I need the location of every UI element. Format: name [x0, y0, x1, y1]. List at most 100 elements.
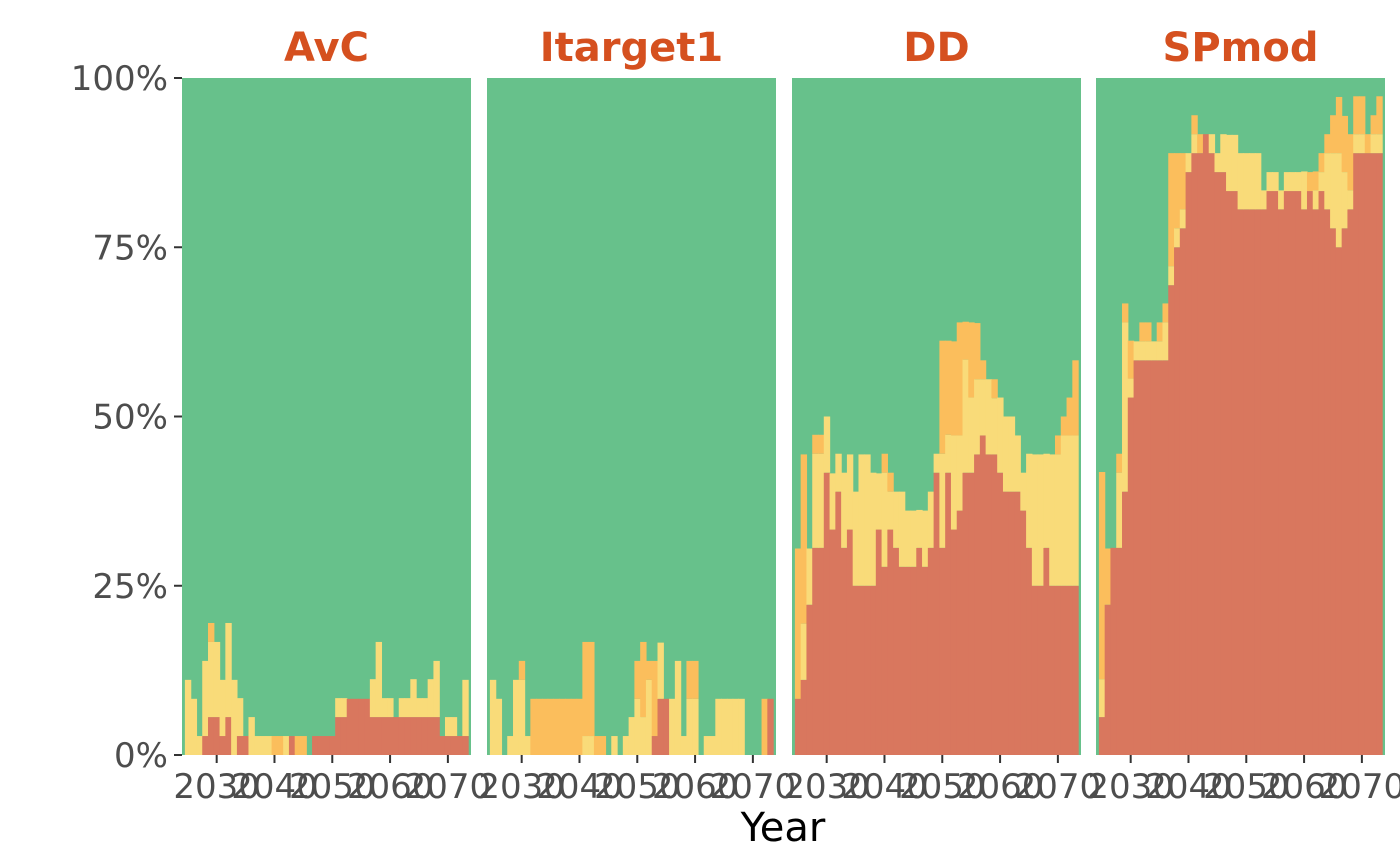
bar-red	[1243, 209, 1250, 755]
bar-yellow	[956, 435, 964, 511]
bar-red	[1289, 191, 1297, 755]
bar-red	[398, 717, 406, 755]
bar-red	[812, 547, 819, 755]
bar-red	[806, 604, 813, 755]
bar-yellow	[674, 660, 682, 755]
bar-yellow	[1139, 341, 1146, 361]
bar-red	[1249, 209, 1256, 755]
bar-yellow	[800, 623, 808, 680]
bar-yellow	[495, 698, 503, 755]
bar-red	[213, 717, 221, 755]
bar-red	[375, 717, 383, 755]
y-tick-label: 75%	[92, 228, 168, 268]
bar-orange	[991, 379, 998, 399]
bar-orange	[692, 660, 699, 699]
bar-yellow	[1098, 679, 1106, 718]
bar-orange	[974, 323, 981, 380]
bar-orange	[536, 698, 543, 755]
x-tick-label: 2070	[710, 767, 797, 807]
bar-red	[433, 717, 440, 755]
bar-red	[767, 698, 774, 755]
bar-yellow	[1014, 435, 1021, 492]
bar-yellow	[190, 698, 198, 755]
bar-yellow	[1122, 322, 1129, 492]
bar-yellow	[732, 698, 740, 755]
bar-yellow	[208, 641, 215, 718]
bar-yellow	[870, 472, 877, 586]
bar-yellow	[588, 736, 595, 755]
bar-orange	[588, 641, 595, 737]
bar-yellow	[852, 491, 860, 586]
bar-yellow	[1312, 190, 1320, 210]
bar-red	[1162, 360, 1169, 755]
bar-orange	[599, 736, 607, 755]
x-tick-label: 2070	[405, 767, 492, 807]
bar-yellow	[265, 736, 273, 755]
bar-yellow	[1260, 190, 1268, 210]
bar-red	[1324, 209, 1331, 755]
bar-red	[829, 529, 836, 755]
bar-orange	[1364, 134, 1372, 154]
bar-yellow	[985, 379, 993, 455]
bar-yellow	[1278, 190, 1285, 210]
bar-yellow	[997, 397, 1004, 473]
bar-yellow	[1066, 435, 1073, 586]
bar-orange	[559, 698, 566, 755]
bar-yellow	[1060, 435, 1068, 586]
bar-red	[1133, 360, 1140, 755]
bar-yellow	[1020, 472, 1027, 511]
bar-yellow	[404, 698, 411, 718]
bar-red	[1139, 360, 1146, 755]
bar-yellow	[184, 679, 192, 755]
bar-yellow	[416, 698, 423, 718]
x-tick-label: 2040	[231, 767, 318, 807]
bar-orange	[1145, 322, 1152, 342]
bar-orange	[1162, 303, 1169, 323]
bar-red	[1145, 360, 1152, 755]
bar-red	[1231, 191, 1239, 755]
bar-orange	[1330, 115, 1337, 154]
bar-red	[956, 510, 964, 755]
bar-red	[1370, 153, 1377, 756]
bar-yellow	[680, 736, 688, 755]
bar-yellow	[812, 453, 819, 548]
bar-red	[1037, 585, 1045, 755]
bar-yellow	[1133, 341, 1140, 361]
bar-orange	[1156, 322, 1164, 342]
bar-red	[1066, 585, 1073, 755]
bar-orange	[1174, 153, 1181, 229]
bar-red	[846, 529, 854, 755]
bar-yellow	[721, 698, 728, 755]
bar-yellow	[518, 679, 526, 755]
bar-orange	[1127, 340, 1135, 379]
bar-red	[1168, 285, 1175, 755]
bar-red	[1330, 228, 1337, 755]
bar-red	[945, 472, 952, 755]
bar-orange	[277, 736, 284, 755]
bar-orange	[818, 434, 825, 454]
bar-orange	[645, 660, 653, 680]
bar-orange	[541, 698, 549, 755]
bar-red	[1283, 191, 1291, 755]
bar-yellow	[1191, 134, 1198, 154]
bar-yellow	[335, 698, 342, 718]
bar-yellow	[1353, 134, 1360, 154]
bar-red	[312, 736, 319, 755]
bar-yellow	[962, 359, 969, 473]
bar-yellow	[703, 736, 711, 755]
bar-orange	[979, 360, 987, 380]
bar-yellow	[231, 679, 238, 755]
bar-red	[444, 736, 452, 755]
bar-red	[1043, 547, 1050, 755]
bar-red	[410, 717, 417, 755]
bar-yellow	[1168, 266, 1175, 286]
bar-red	[875, 529, 883, 755]
bar-red	[392, 717, 400, 755]
bar-orange	[1072, 360, 1079, 436]
bar-yellow	[927, 491, 935, 548]
bar-yellow	[945, 434, 952, 473]
bar-red	[225, 717, 232, 755]
bar-red	[1266, 191, 1273, 755]
